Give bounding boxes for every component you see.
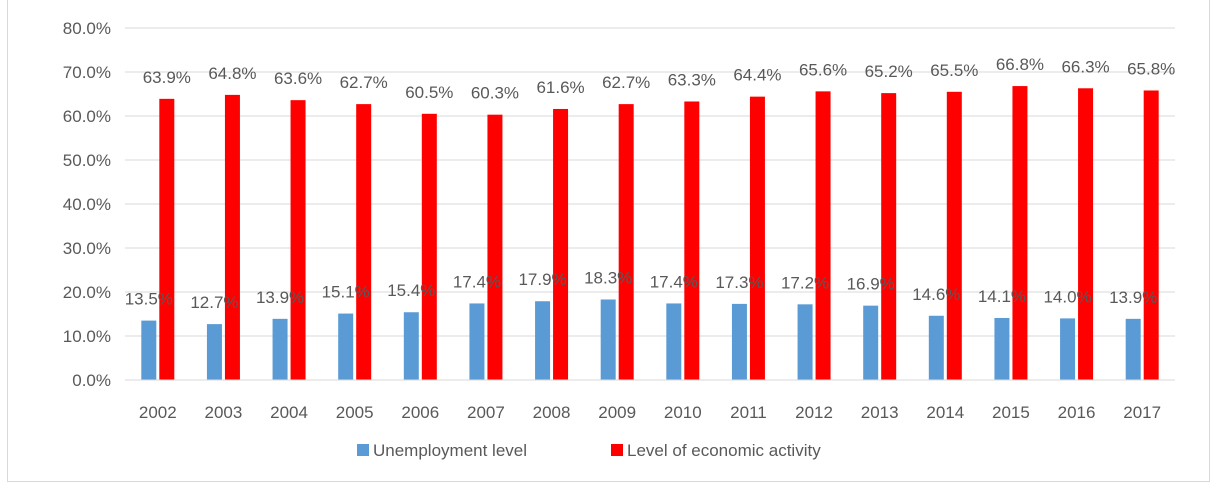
bar-economic-activity [1012,86,1028,380]
x-tick-label: 2017 [1123,403,1161,422]
bar-economic-activity [1143,90,1159,380]
data-label-unemployment: 14.1% [978,287,1026,306]
data-label-unemployment: 18.3% [584,268,632,287]
bar-unemployment [141,320,157,380]
x-tick-label: 2002 [139,403,177,422]
x-tick-label: 2014 [926,403,964,422]
x-tick-label: 2009 [598,403,636,422]
y-tick-label: 30.0% [63,239,111,258]
data-label-unemployment: 16.9% [847,275,895,294]
bar-economic-activity [487,114,503,381]
data-label-unemployment: 17.2% [781,273,829,292]
data-label-economic-activity: 60.3% [471,84,519,103]
data-label-economic-activity: 66.3% [1061,57,1109,76]
bar-unemployment [535,301,551,380]
x-tick-label: 2012 [795,403,833,422]
data-label-economic-activity: 63.9% [143,68,191,87]
legend-label: Unemployment level [373,441,527,460]
y-tick-label: 60.0% [63,107,111,126]
legend: Unemployment level Level of economic acti… [357,441,821,460]
y-tick-label: 80.0% [63,19,111,38]
bar-unemployment [797,304,813,380]
legend-swatch [611,444,623,456]
data-label-economic-activity: 66.8% [996,55,1044,74]
bar-economic-activity [618,104,634,381]
bar-economic-activity [815,91,831,381]
bar-unemployment [469,303,485,380]
bar-economic-activity [290,100,306,380]
data-label-unemployment: 17.4% [453,272,501,291]
bar-unemployment [1125,318,1141,380]
bar-unemployment [338,313,354,380]
bar-unemployment [994,317,1010,380]
data-label-unemployment: 17.3% [715,273,763,292]
data-label-unemployment: 14.0% [1043,287,1091,306]
x-tick-label: 2006 [401,403,439,422]
bar-economic-activity [159,98,175,380]
y-tick-label: 50.0% [63,151,111,170]
legend-label: Level of economic activity [627,441,821,460]
data-label-economic-activity: 62.7% [340,73,388,92]
data-label-economic-activity: 65.2% [865,62,913,81]
x-tick-label: 2007 [467,403,505,422]
x-tick-label: 2004 [270,403,308,422]
data-label-economic-activity: 62.7% [602,73,650,92]
data-label-unemployment: 14.6% [912,285,960,304]
data-label-unemployment: 12.7% [190,293,238,312]
data-label-unemployment: 13.5% [125,290,173,309]
bar-unemployment [731,303,747,380]
y-tick-label: 40.0% [63,195,111,214]
bar-unemployment [272,318,288,380]
x-tick-label: 2005 [336,403,374,422]
data-label-unemployment: 17.9% [518,270,566,289]
bar-economic-activity [881,93,897,381]
data-label-economic-activity: 65.6% [799,60,847,79]
data-label-economic-activity: 65.8% [1127,59,1175,78]
chart-frame [7,0,1210,482]
bar-unemployment [863,305,879,380]
x-tick-label: 2015 [992,403,1030,422]
legend-swatch [357,444,369,456]
bar-unemployment [666,303,682,380]
bar-unemployment [1060,318,1076,380]
data-label-economic-activity: 64.4% [733,66,781,85]
data-label-unemployment: 15.1% [322,283,370,302]
bar-economic-activity [356,104,372,381]
data-label-economic-activity: 61.6% [536,78,584,97]
bar-economic-activity [946,91,962,381]
x-tick-label: 2016 [1058,403,1096,422]
bar-unemployment [206,324,222,380]
bar-unemployment [403,312,419,380]
bar-economic-activity [553,108,569,381]
y-tick-label: 10.0% [63,327,111,346]
x-tick-label: 2011 [730,403,767,422]
data-label-unemployment: 15.4% [387,281,435,300]
y-tick-label: 70.0% [63,63,111,82]
y-tick-label: 0.0% [72,371,111,390]
y-tick-label: 20.0% [63,283,111,302]
x-tick-label: 2003 [205,403,243,422]
bar-economic-activity [224,94,240,380]
bar-unemployment [600,299,616,380]
data-label-economic-activity: 64.8% [208,64,256,83]
data-label-economic-activity: 63.6% [274,69,322,88]
bar-economic-activity [1078,88,1094,380]
data-label-unemployment: 17.4% [650,272,698,291]
bar-economic-activity [684,101,700,380]
bar-economic-activity [421,113,437,381]
data-label-economic-activity: 63.3% [668,70,716,89]
bar-economic-activity [749,96,765,380]
data-label-unemployment: 13.9% [256,288,304,307]
data-label-economic-activity: 65.5% [930,61,978,80]
data-label-economic-activity: 60.5% [405,83,453,102]
data-label-unemployment: 13.9% [1109,288,1157,307]
x-tick-label: 2013 [861,403,899,422]
bar-unemployment [928,315,944,380]
x-tick-label: 2010 [664,403,702,422]
x-tick-label: 2008 [533,403,571,422]
